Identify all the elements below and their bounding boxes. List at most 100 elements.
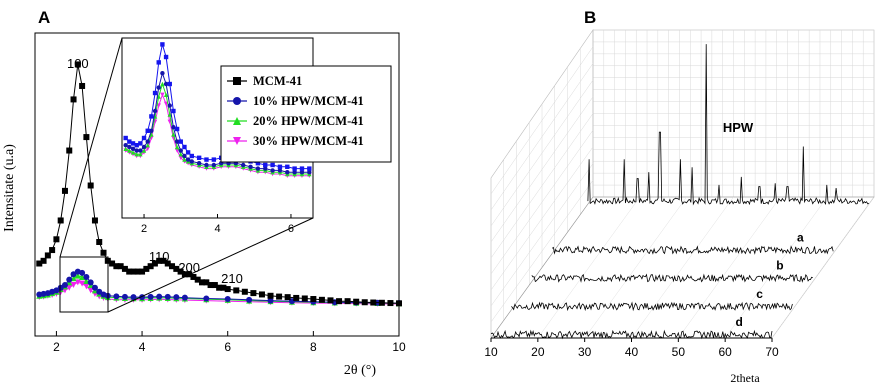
inset-data-point bbox=[174, 144, 180, 150]
zoom-connector-bottom bbox=[107, 217, 314, 313]
data-point bbox=[216, 284, 223, 291]
legend-item: 30% HPW/MCM-41 bbox=[227, 134, 364, 148]
data-point bbox=[156, 293, 163, 300]
x-axis-b: 10 20 30 40 50 60 70 bbox=[484, 337, 779, 359]
spectrum-line bbox=[587, 44, 870, 206]
series-group-b: HPW a bcd bbox=[490, 44, 870, 340]
inset-data-point bbox=[174, 139, 180, 144]
spectrum-label: a bbox=[797, 230, 804, 244]
data-point bbox=[83, 134, 90, 141]
inset-data-point bbox=[211, 162, 217, 168]
inset-data-point bbox=[174, 126, 180, 132]
inset-data-point bbox=[167, 112, 172, 117]
data-point bbox=[250, 290, 257, 297]
inset-data-point bbox=[138, 148, 143, 153]
data-point bbox=[130, 294, 137, 301]
data-point bbox=[169, 263, 176, 270]
x-tick-label-b: 70 bbox=[765, 345, 779, 359]
spectrum-d: d bbox=[490, 315, 773, 340]
data-point bbox=[70, 271, 77, 278]
floor-gridline bbox=[584, 196, 687, 339]
inset-x-tick-label: 4 bbox=[214, 223, 220, 235]
floor-gridline bbox=[724, 196, 828, 339]
side-wall-gridline bbox=[490, 46, 594, 195]
inset-data-point bbox=[178, 139, 183, 144]
inset-data-point bbox=[160, 42, 165, 47]
inset-x-tick-label: 6 bbox=[288, 223, 294, 235]
floor-gridline bbox=[631, 196, 734, 339]
data-point bbox=[74, 61, 81, 68]
panel-b-label: B bbox=[584, 8, 596, 27]
inset-data-point bbox=[130, 150, 136, 155]
side-wall-gridline bbox=[490, 63, 594, 211]
inset-data-point bbox=[178, 148, 183, 153]
inset-data-point bbox=[171, 125, 176, 130]
plot-frame-a bbox=[34, 32, 400, 337]
data-point bbox=[61, 187, 68, 194]
data-point bbox=[40, 257, 47, 264]
spectrum-a: a bbox=[551, 230, 834, 255]
side-wall-gridline bbox=[490, 79, 594, 227]
data-point bbox=[100, 249, 107, 256]
data-point bbox=[70, 96, 77, 103]
zoom-box bbox=[59, 256, 109, 313]
data-point bbox=[181, 294, 188, 301]
x-tick-label-b: 20 bbox=[531, 345, 545, 359]
panel-a: A 2 4 6 8 10 Intensitate (u.a) 2θ (°) 100 110… bbox=[2, 8, 406, 378]
legend-marker bbox=[233, 97, 241, 105]
data-point bbox=[301, 295, 308, 302]
data-point bbox=[117, 263, 124, 270]
inset-data-point bbox=[160, 92, 165, 97]
side-wall-gridline bbox=[490, 180, 594, 323]
data-point bbox=[113, 263, 120, 270]
data-point bbox=[224, 296, 231, 303]
spectrum-hpw: HPW bbox=[587, 44, 870, 206]
data-point bbox=[203, 295, 210, 302]
spectrum-label: d bbox=[735, 315, 742, 329]
floor-gridline bbox=[678, 196, 781, 339]
inset-data-point bbox=[167, 103, 172, 108]
data-point bbox=[109, 260, 116, 267]
data-point bbox=[310, 296, 317, 303]
inset-data-point bbox=[141, 135, 147, 141]
inset-data-point bbox=[141, 144, 147, 150]
data-point bbox=[181, 271, 188, 278]
data-point bbox=[74, 272, 81, 279]
inset-data-point bbox=[178, 152, 183, 157]
inset-data-point bbox=[156, 60, 161, 65]
peak-label: 210 bbox=[221, 271, 243, 286]
inset-data-point bbox=[134, 152, 139, 157]
inset-data-point bbox=[145, 146, 150, 151]
data-point bbox=[87, 279, 94, 286]
inset-data-point bbox=[248, 164, 253, 169]
inset-data-point bbox=[204, 162, 209, 168]
data-point bbox=[224, 286, 231, 293]
inset-data-point bbox=[185, 157, 191, 162]
x-tick-label-b: 40 bbox=[625, 345, 639, 359]
legend-item: 10% HPW/MCM-41 bbox=[227, 94, 364, 108]
inset-data-point bbox=[292, 170, 297, 175]
x-tick-label-a: 2 bbox=[53, 340, 60, 354]
inset-data-point bbox=[299, 166, 305, 171]
data-point bbox=[267, 297, 274, 304]
data-point bbox=[66, 147, 73, 154]
data-point bbox=[151, 260, 158, 267]
data-point bbox=[160, 257, 167, 264]
inset-data-point bbox=[163, 54, 169, 60]
spectrum-c: c bbox=[511, 287, 793, 312]
spectrum-line bbox=[531, 273, 813, 283]
data-point bbox=[233, 287, 240, 294]
inset-data-point bbox=[307, 170, 312, 175]
peak-label: 100 bbox=[67, 56, 89, 71]
data-point bbox=[378, 299, 385, 306]
legend-label: 20% HPW/MCM-41 bbox=[253, 114, 364, 128]
data-point bbox=[49, 247, 56, 254]
inset-data-point bbox=[163, 92, 169, 97]
y-axis-label-a: Intensitate (u.a) bbox=[2, 144, 17, 232]
inset-data-point bbox=[156, 85, 161, 90]
inset-data-point bbox=[123, 143, 128, 148]
inset-data-point bbox=[152, 90, 158, 96]
inset-data-point bbox=[285, 170, 290, 175]
legend-marker bbox=[233, 117, 241, 125]
data-point bbox=[130, 268, 137, 275]
